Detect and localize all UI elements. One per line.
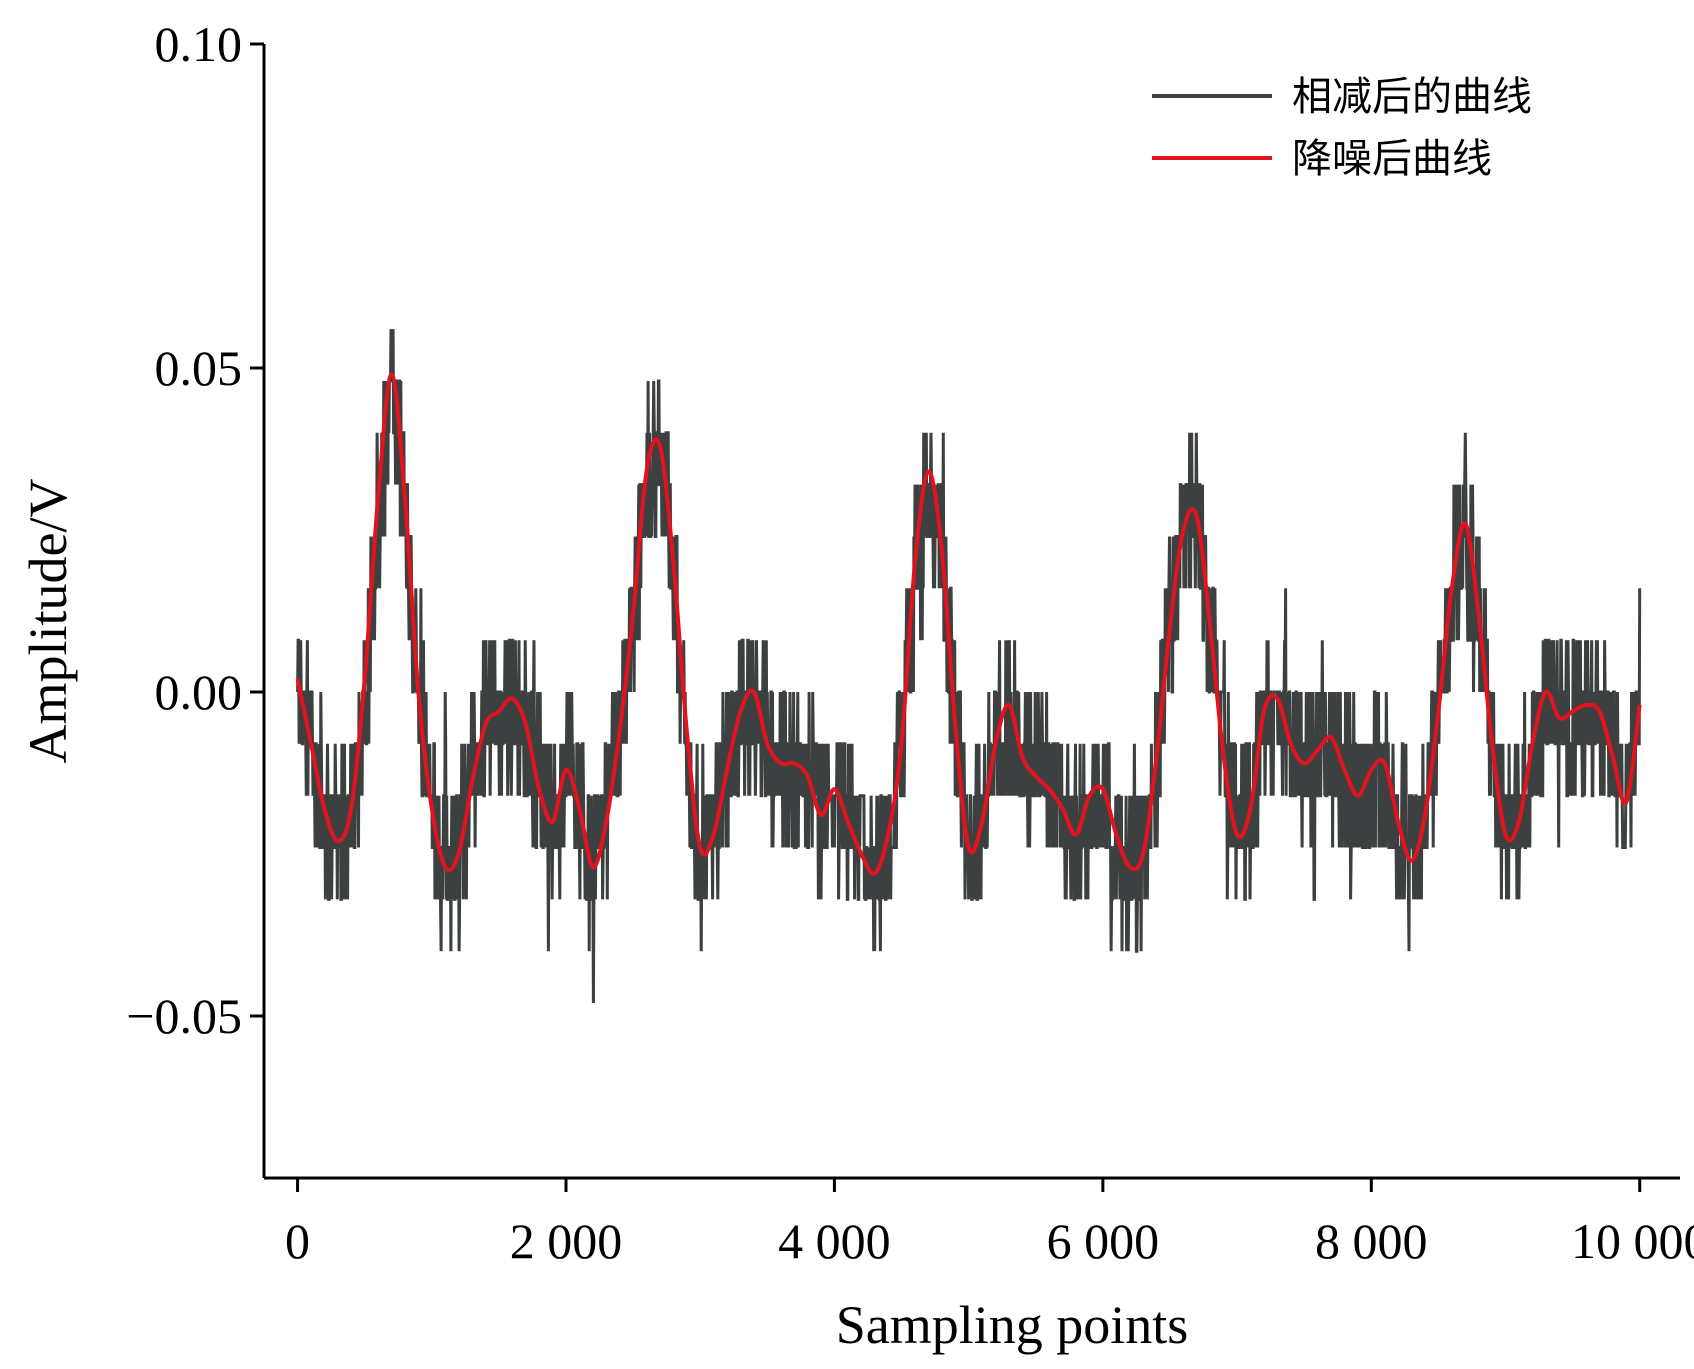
y-tick-label: 0.10 <box>155 16 243 72</box>
x-tick-label: 0 <box>285 1213 310 1269</box>
legend-label-subtracted: 相减后的曲线 <box>1292 74 1532 120</box>
x-tick-label: 10 000 <box>1571 1213 1694 1269</box>
series-line-subtracted <box>296 329 1642 1004</box>
axes <box>262 44 1680 1180</box>
legend-label-denoised: 降噪后曲线 <box>1292 136 1492 182</box>
y-tick-label: −0.05 <box>126 988 242 1044</box>
y-axis-title: Amplitude/V <box>18 479 78 764</box>
x-tick-label: 4 000 <box>778 1213 891 1269</box>
x-ticks: 0 2 000 4 000 6 000 8 000 10 000 <box>285 1178 1694 1269</box>
x-axis-title: Sampling points <box>836 1295 1189 1355</box>
series-line-denoised <box>295 372 1642 876</box>
legend: 相减后的曲线 降噪后曲线 <box>1152 74 1532 182</box>
y-ticks: 0.10 0.05 0.00 −0.05 <box>126 16 264 1044</box>
x-tick-label: 8 000 <box>1315 1213 1428 1269</box>
y-tick-label: 0.00 <box>155 664 243 720</box>
x-tick-label: 6 000 <box>1047 1213 1160 1269</box>
y-tick-label: 0.05 <box>155 340 243 396</box>
x-tick-label: 2 000 <box>510 1213 623 1269</box>
series-layer <box>295 329 1642 1004</box>
